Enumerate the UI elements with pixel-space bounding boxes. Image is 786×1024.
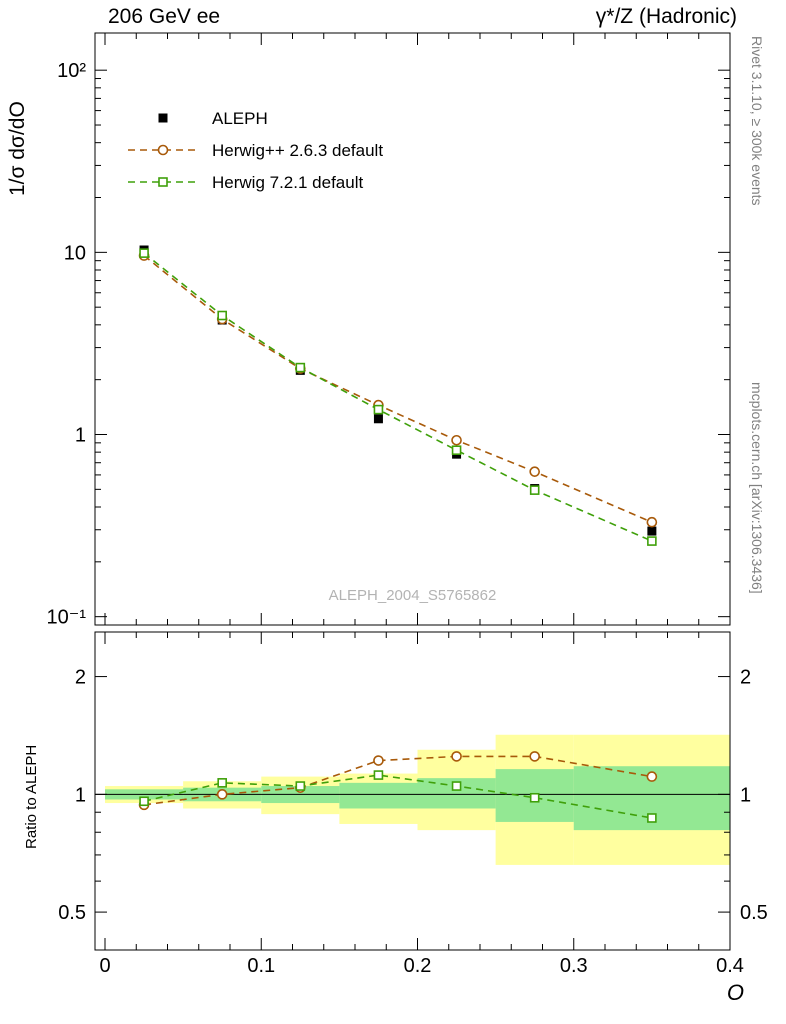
open-circle-marker	[373, 755, 384, 766]
analysis-id-watermark: ALEPH_2004_S5765862	[328, 587, 497, 604]
legend-label: Herwig++ 2.6.3 default	[212, 141, 383, 160]
open-square-marker	[295, 781, 306, 791]
open-circle-marker	[529, 751, 540, 762]
ratio-y-tick-label-right: 2	[740, 667, 751, 689]
series-herwig-7-2-1-default	[139, 248, 657, 546]
filled-square-marker	[373, 414, 383, 424]
open-square-marker	[295, 362, 306, 373]
open-square-marker	[647, 536, 657, 546]
open-circle-marker	[451, 434, 462, 446]
beam-energy-title: 206 GeV ee	[108, 5, 221, 28]
process-title: γ*/Z (Hadronic)	[595, 5, 737, 28]
series-herwig-2-6-3-default	[138, 250, 658, 528]
x-tick-label: 0.4	[716, 955, 744, 977]
open-square-marker	[529, 792, 540, 803]
x-tick-label: 0.3	[560, 955, 588, 977]
series-line	[143, 254, 653, 523]
open-circle-marker	[646, 771, 658, 782]
x-tick-label: 0	[99, 955, 110, 977]
open-square-marker	[217, 310, 227, 321]
open-circle-marker	[157, 144, 169, 156]
ratio-y-tick-label-right: 0.5	[740, 902, 768, 924]
axis-ticks	[95, 33, 731, 950]
ratio-uncertainty-bands	[105, 734, 730, 865]
open-square-marker	[139, 248, 149, 258]
ratio-panel-frame	[94, 631, 731, 951]
ratio-y-tick-label-right: 1	[740, 784, 751, 806]
filled-square-marker	[647, 526, 657, 536]
legend-label: ALEPH	[212, 109, 268, 128]
open-circle-marker	[216, 789, 228, 800]
green-uncertainty-band	[339, 782, 418, 809]
filled-square-marker	[158, 113, 168, 123]
legend-item-herwig-2-6-3-default: Herwig++ 2.6.3 default	[128, 141, 383, 160]
open-circle-marker	[451, 751, 462, 762]
rivet-version-note: Rivet 3.1.10, ≥ 300k events	[749, 36, 765, 206]
main-y-tick-label: 10⁻¹	[47, 607, 87, 629]
main-y-axis-label: 1/σ dσ/dO	[6, 101, 29, 196]
axis-tick-labels: 10² 10 1 10⁻¹ 2 2 1 1 0.5 0.5 0 0.1 0.2 0.3 0.4	[47, 60, 768, 977]
ratio-y-tick-label: 1	[75, 784, 86, 806]
open-square-marker	[373, 770, 384, 780]
open-square-marker	[373, 404, 384, 415]
open-square-marker	[529, 485, 540, 495]
open-square-marker	[451, 445, 462, 456]
main-panel-frame	[94, 32, 731, 626]
x-tick-label: 0.1	[247, 955, 275, 977]
open-circle-marker	[529, 466, 540, 477]
open-square-marker	[451, 781, 462, 791]
open-square-marker	[139, 796, 149, 807]
x-tick-label: 0.2	[404, 955, 432, 977]
legend-label: Herwig 7.2.1 default	[212, 173, 363, 192]
open-square-marker	[217, 778, 227, 788]
series-herwig-7-2-1-default-ratio	[139, 770, 657, 823]
ratio-y-axis-label: Ratio to ALEPH	[23, 744, 40, 849]
open-circle-marker	[646, 516, 658, 528]
ratio-y-tick-label: 0.5	[58, 902, 86, 924]
open-square-marker	[158, 177, 168, 187]
legend-item-aleph: ALEPH	[158, 109, 268, 128]
main-y-tick-label: 1	[75, 425, 86, 447]
ratio-y-tick-label: 2	[75, 667, 86, 689]
main-y-tick-label: 10²	[57, 60, 86, 82]
main-y-tick-label: 10	[64, 242, 86, 264]
x-axis-label: O	[726, 980, 744, 1005]
mcplots-reference-note: mcplots.cern.ch [arXiv:1306.3436]	[749, 382, 765, 594]
open-square-marker	[647, 813, 657, 823]
series-aleph	[139, 245, 657, 536]
series-line	[143, 252, 653, 542]
legend-item-herwig-7-2-1-default: Herwig 7.2.1 default	[128, 173, 363, 192]
legend: ALEPH Herwig++ 2.6.3 default Herwig 7.2.1 …	[128, 109, 383, 192]
